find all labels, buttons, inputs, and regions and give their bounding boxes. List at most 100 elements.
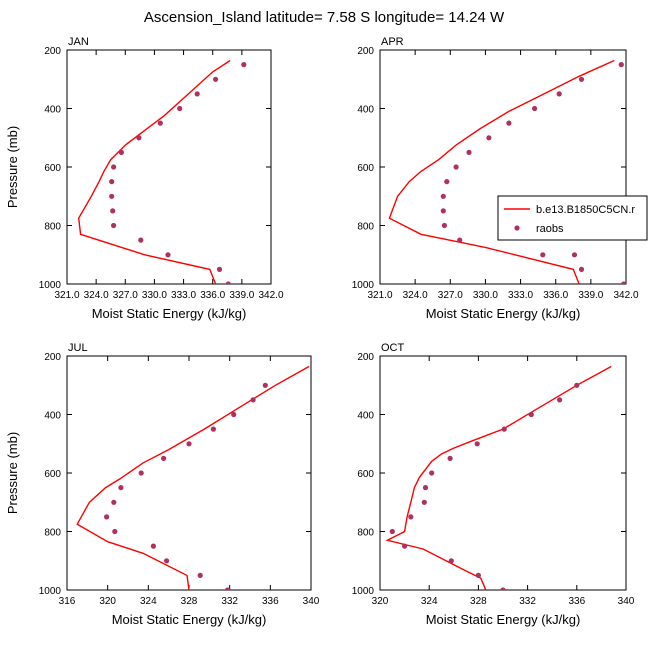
obs-point: [448, 558, 454, 564]
x-tick-label: 336.0: [543, 290, 568, 301]
obs-point: [231, 411, 237, 418]
x-tick-label: 342.0: [613, 290, 638, 301]
obs-point: [440, 193, 446, 199]
obs-point: [422, 485, 429, 491]
x-tick-label: 336.0: [200, 290, 225, 301]
obs-point: [556, 91, 562, 97]
obs-point: [194, 91, 200, 97]
obs-point: [157, 120, 163, 126]
figure-title: Ascension_Island latitude= 7.58 S longit…: [144, 9, 505, 26]
data-layer: [388, 59, 626, 284]
panel-jan: JAN 321.0 324.0 327.0 330.0 333.0 336.0 339.0 34…: [5, 36, 284, 321]
y-tick-label: 400: [44, 411, 61, 422]
legend-obs-swatch: [514, 225, 520, 231]
data-layer: [76, 365, 310, 590]
data-layer: [385, 365, 612, 590]
obs-point: [150, 543, 156, 549]
obs-point: [112, 528, 118, 535]
x-axis-label: Moist Static Energy (kJ/kg): [112, 612, 267, 627]
legend-box: [497, 195, 648, 241]
obs-point: [186, 441, 192, 447]
x-tick-label: 332: [221, 596, 238, 607]
obs-point: [466, 149, 472, 155]
y-tick-label: 600: [357, 469, 374, 480]
y-tick-label: 200: [44, 352, 61, 363]
obs-point: [540, 252, 546, 258]
x-tick-label: 332: [519, 596, 536, 607]
y-tick-label: 1000: [39, 280, 62, 291]
obs-point: [486, 135, 492, 141]
panel-label: JAN: [68, 36, 89, 48]
obs-point: [571, 252, 578, 258]
x-tick-label: 327.0: [438, 290, 463, 301]
x-axis-label: Moist Static Energy (kJ/kg): [426, 306, 581, 321]
x-tick-label: 336: [262, 596, 279, 607]
obs-point: [578, 76, 585, 82]
data-layer: [77, 59, 247, 284]
legend-obs-label: raobs: [536, 223, 564, 235]
obs-point: [250, 397, 256, 403]
x-tick-label: 339.0: [229, 290, 254, 301]
x-tick-label: 330.0: [473, 290, 498, 301]
y-tick-label: 800: [44, 222, 61, 233]
obs-point: [197, 572, 203, 579]
y-tick-label: 200: [357, 352, 374, 363]
model-line: [388, 59, 615, 284]
y-tick-label: 600: [357, 163, 374, 174]
obs-point: [110, 208, 116, 214]
obs-point: [165, 252, 171, 258]
obs-point: [444, 179, 450, 185]
x-tick-label: 336: [568, 596, 585, 607]
y-tick-label: 600: [44, 163, 61, 174]
y-tick-label: 800: [357, 222, 374, 233]
model-line: [77, 59, 231, 284]
obs-point: [574, 382, 580, 388]
obs-point: [474, 441, 480, 447]
x-tick-label: 327.0: [113, 290, 138, 301]
obs-point: [500, 587, 506, 590]
obs-point: [429, 470, 435, 476]
y-tick-label: 600: [44, 469, 61, 480]
obs-point: [118, 485, 124, 491]
y-tick-label: 200: [357, 46, 374, 57]
x-tick-label: 316: [59, 596, 76, 607]
x-axis-label: Moist Static Energy (kJ/kg): [92, 306, 247, 321]
obs-point: [241, 62, 247, 68]
panel-label: APR: [381, 36, 404, 48]
panel-oct: OCT 320 324 328 332 336 340 200 400 600 800 1000 Moi…: [352, 342, 635, 627]
plot-frame: [379, 355, 627, 591]
obs-point: [213, 76, 219, 82]
obs-point: [447, 455, 453, 461]
obs-point: [138, 470, 144, 476]
obs-point: [421, 499, 427, 505]
obs-point: [408, 514, 414, 520]
y-tick-label: 400: [357, 411, 374, 422]
x-tick-label: 320: [372, 596, 389, 607]
y-tick-label: 800: [44, 528, 61, 539]
y-tick-label: 800: [357, 528, 374, 539]
panel-jul: JUL 316 320 324 328 332 336 340 200 400 600 800 1000…: [5, 342, 320, 627]
x-tick-label: 333.0: [508, 290, 533, 301]
obs-point: [441, 222, 447, 229]
plot-frame: [66, 49, 272, 285]
obs-point: [111, 222, 117, 229]
x-tick-label: 339.0: [578, 290, 603, 301]
y-tick-label: 1000: [352, 280, 375, 291]
obs-point: [532, 105, 538, 112]
x-axis-label: Moist Static Energy (kJ/kg): [426, 612, 581, 627]
y-tick-label: 1000: [39, 586, 62, 597]
obs-point: [118, 149, 124, 155]
panel-label: OCT: [381, 342, 405, 354]
x-tick-label: 328: [181, 596, 198, 607]
y-tick-label: 200: [44, 46, 61, 57]
x-tick-label: 328: [470, 596, 487, 607]
obs-point: [216, 266, 223, 272]
obs-point: [109, 193, 115, 199]
x-tick-label: 342.0: [258, 290, 283, 301]
panels: JAN 321.0 324.0 327.0 330.0 333.0 336.0 339.0 34…: [5, 36, 648, 627]
obs-point: [225, 587, 231, 590]
obs-point: [111, 164, 117, 170]
x-tick-label: 340: [303, 596, 320, 607]
x-tick-label: 330.0: [142, 290, 167, 301]
